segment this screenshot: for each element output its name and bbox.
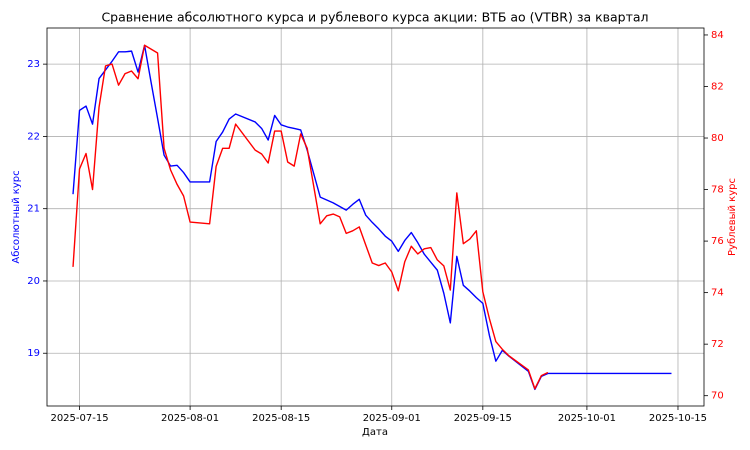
y-tick-label: 20 [27,276,40,287]
y2-tick-label: 70 [711,391,724,402]
y-tick-label: 19 [27,348,40,359]
x-tick-label: 2025-09-01 [363,413,421,424]
chart-title: Сравнение абсолютного курса и рублевого … [101,10,648,25]
x-tick-label: 2025-10-15 [649,413,707,424]
x-axis-label: Дата [362,427,388,438]
x-tick-label: 2025-08-15 [252,413,310,424]
x-tick-label: 2025-08-01 [161,413,219,424]
y2-tick-label: 84 [711,30,724,41]
plot-frame [46,27,705,407]
x-tick-label: 2025-07-15 [50,413,108,424]
y-tick-label: 23 [27,59,40,70]
y2-tick-label: 80 [711,133,724,144]
y-tick-label: 21 [27,204,40,215]
y2-tick-label: 78 [711,185,724,196]
series-line [72,44,549,390]
y2-axis-label: Рублевый курс [727,178,738,256]
y2-tick-label: 76 [711,236,724,247]
x-tick-label: 2025-09-15 [454,413,512,424]
y-axis-label: Абсолютный курс [11,170,22,263]
y2-tick-label: 82 [711,81,724,92]
x-tick-label: 2025-10-01 [558,413,616,424]
series-line [72,44,672,391]
y2-tick-label: 72 [711,339,724,350]
y2-tick-label: 74 [711,288,724,299]
y-tick-label: 22 [27,131,40,142]
